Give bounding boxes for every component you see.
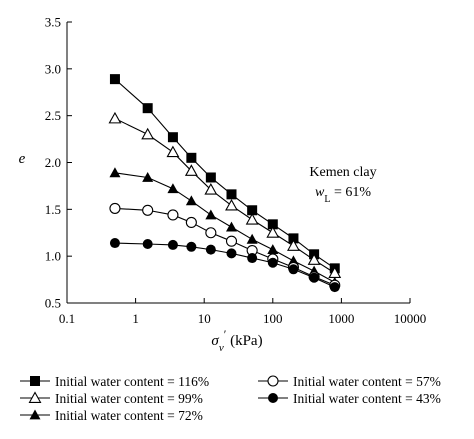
data-point — [109, 167, 121, 178]
data-point — [226, 189, 237, 200]
data-point — [185, 195, 197, 206]
data-point — [307, 253, 321, 265]
legend-marker — [29, 409, 41, 420]
x-axis-title: σv′ (kPa) — [211, 327, 262, 354]
data-point — [141, 127, 155, 140]
legend-label: Initial water content = 57% — [293, 374, 441, 389]
legend-label: Initial water content = 72% — [55, 408, 203, 423]
y-tick-label: 3.5 — [45, 15, 61, 30]
series-2 — [108, 111, 342, 278]
data-point — [226, 248, 237, 259]
y-tick-label: 1.5 — [45, 202, 61, 217]
axes: 0.5 1.0 1.5 2.0 2.5 3.0 3.5 0.1 1 10 100 1000 10000 — [45, 15, 427, 327]
series-line — [114, 117, 336, 274]
legend-marker — [30, 376, 40, 386]
data-point — [288, 233, 299, 244]
data-point — [288, 264, 299, 275]
data-point — [247, 253, 258, 264]
data-point — [287, 239, 300, 251]
data-point — [205, 244, 216, 255]
y-tick-label: 1.0 — [45, 249, 61, 264]
x-tick-label: 1 — [132, 311, 139, 326]
data-point — [142, 238, 153, 249]
data-point — [142, 103, 153, 114]
x-tick-label: 10000 — [394, 311, 427, 326]
x-axis-prime: ′ — [224, 327, 227, 341]
data-point — [186, 152, 197, 163]
data-point — [225, 198, 238, 211]
x-axis-subscript: v — [219, 342, 224, 354]
legend-item-3: Initial water content = 72% — [20, 408, 203, 423]
annotation-line-2: wL = 61% — [315, 185, 371, 205]
legend-label: Initial water content = 43% — [293, 391, 441, 406]
legend-item-5: Initial water content = 43% — [258, 391, 441, 406]
legend-marker — [267, 375, 279, 387]
legend-item-1: Initial water content = 116% — [20, 374, 209, 389]
x-tick-label: 10 — [198, 311, 211, 326]
data-point — [166, 145, 180, 158]
data-point — [167, 183, 179, 194]
data-point — [247, 205, 258, 216]
data-point — [167, 209, 179, 221]
annotation-subscript: L — [324, 194, 330, 205]
data-point — [109, 74, 120, 85]
y-tick-label: 2.0 — [45, 155, 61, 170]
legend-marker — [268, 393, 278, 403]
data-point — [167, 239, 178, 250]
svg-text:σv′ (kPa): σv′ (kPa) — [211, 327, 262, 354]
data-point — [186, 241, 197, 252]
data-point — [205, 172, 216, 183]
data-point — [225, 221, 237, 232]
data-point — [108, 111, 122, 124]
legend-marker — [28, 391, 42, 403]
data-point — [329, 282, 340, 293]
y-tick-label: 2.5 — [45, 108, 61, 123]
data-point — [205, 209, 217, 220]
data-point — [167, 132, 178, 143]
series-layer — [108, 74, 342, 293]
data-point — [267, 257, 278, 268]
annotation-symbol: w — [315, 185, 325, 200]
legend-item-2: Initial water content = 99% — [20, 391, 203, 406]
data-point — [309, 272, 320, 283]
legend-item-4: Initial water content = 57% — [258, 374, 441, 389]
x-tick-label: 1000 — [328, 311, 354, 326]
y-axis-title: e — [19, 151, 26, 167]
annotation: Kemen clay wL = 61% — [309, 165, 376, 205]
data-point — [266, 226, 280, 238]
data-point — [204, 183, 218, 195]
x-axis-unit: (kPa) — [226, 333, 262, 349]
y-tick-label: 0.5 — [45, 296, 61, 311]
data-point — [246, 233, 258, 244]
annotation-line-1: Kemen clay — [309, 165, 376, 180]
data-point — [225, 235, 238, 247]
legend-label: Initial water content = 116% — [55, 374, 209, 389]
annotation-rest: = 61% — [330, 185, 371, 200]
series-5 — [109, 238, 340, 293]
data-point — [142, 171, 154, 182]
data-point — [245, 213, 259, 225]
data-point — [185, 216, 197, 228]
data-point — [267, 244, 279, 255]
data-point — [267, 219, 278, 230]
data-point — [142, 204, 154, 216]
legend-label: Initial water content = 99% — [55, 391, 203, 406]
x-axis-symbol: σ — [211, 333, 219, 349]
x-tick-label: 100 — [263, 311, 283, 326]
data-point — [184, 164, 198, 176]
series-3 — [109, 167, 341, 287]
data-point — [205, 227, 217, 239]
data-point — [109, 202, 121, 214]
y-tick-label: 3.0 — [45, 61, 61, 76]
data-point — [109, 238, 120, 249]
legend: Initial water content = 116% Initial wate… — [20, 374, 441, 423]
x-tick-label: 0.1 — [59, 311, 75, 326]
